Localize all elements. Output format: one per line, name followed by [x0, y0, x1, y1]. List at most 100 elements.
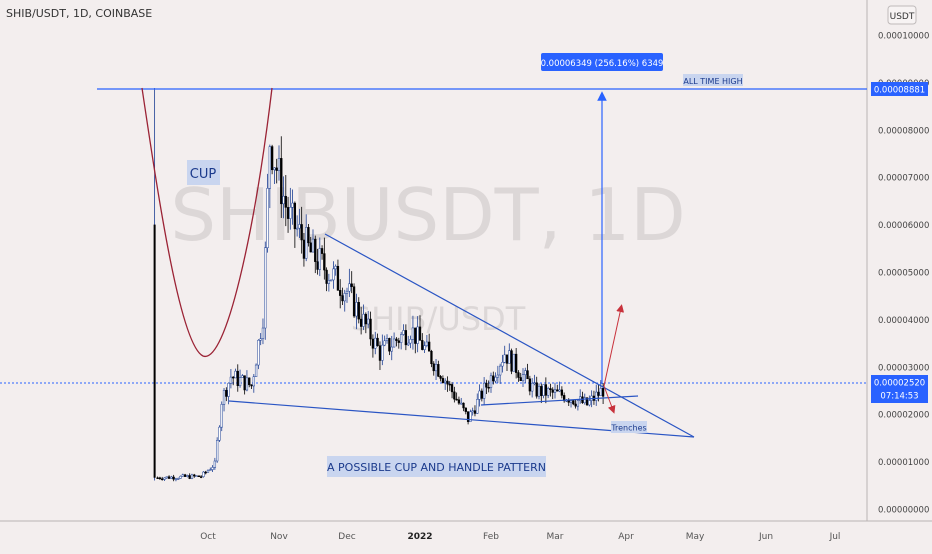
candle: [530, 378, 534, 398]
candle: [521, 368, 525, 387]
candle: [437, 360, 440, 378]
candle: [392, 332, 396, 348]
candle: [501, 354, 504, 373]
candle: [409, 335, 412, 349]
candle: [334, 264, 337, 276]
support-trendline[interactable]: [480, 395, 639, 406]
candle: [526, 363, 529, 380]
candle: [341, 287, 344, 305]
ath-annotation: ALL TIME HIGH: [683, 77, 742, 86]
candle: [229, 369, 233, 389]
candle: [411, 315, 415, 350]
time-tick-label: Oct: [200, 532, 216, 542]
candle: [549, 383, 552, 397]
candle: [325, 267, 328, 292]
candle: [202, 471, 205, 478]
candle: [434, 358, 438, 380]
candle: [385, 334, 389, 344]
price-tick-label: 0.00010000: [878, 32, 929, 42]
candle: [280, 136, 283, 218]
candle: [404, 324, 408, 351]
candle: [503, 345, 506, 364]
price-tick-label: 0.00007000: [878, 174, 929, 184]
candle: [572, 400, 575, 406]
candle: [453, 386, 456, 403]
candle: [492, 371, 495, 385]
candle: [311, 229, 315, 253]
candle: [289, 187, 292, 230]
candle: [496, 365, 500, 383]
descending-trendline[interactable]: [324, 233, 695, 438]
candle: [551, 387, 554, 400]
price-tick-label: 0.00003000: [878, 363, 929, 373]
candle: [339, 279, 342, 309]
measure-label-bg: [541, 53, 663, 71]
candle: [248, 377, 251, 388]
candle: [197, 475, 200, 477]
candle: [414, 327, 417, 354]
candle: [457, 396, 461, 405]
candle: [348, 268, 351, 298]
candle: [466, 411, 470, 425]
candle: [268, 144, 271, 209]
candle: [563, 392, 566, 403]
candle: [430, 349, 433, 368]
ath-price-tag-label: 0.00008881: [874, 86, 925, 96]
candle: [300, 206, 303, 254]
candle: [444, 378, 447, 390]
candle: [243, 375, 246, 395]
candle: [177, 477, 180, 480]
candle: [199, 475, 203, 479]
candle: [376, 333, 379, 347]
candle: [174, 477, 178, 482]
candle: [369, 311, 372, 346]
candle: [295, 215, 299, 237]
candle: [390, 335, 393, 361]
candle: [316, 248, 319, 275]
candle: [498, 363, 502, 384]
candle: [494, 372, 497, 384]
candle: [448, 380, 451, 391]
time-tick-label: Nov: [270, 532, 288, 542]
candle: [211, 465, 214, 472]
candle: [318, 237, 321, 277]
candle: [327, 273, 331, 292]
candle: [402, 324, 405, 336]
currency-button[interactable]: USDT: [887, 5, 917, 25]
candle: [186, 474, 189, 478]
candle: [517, 370, 520, 382]
candle: [455, 392, 458, 401]
price-tick-label: 0.00008000: [878, 126, 929, 136]
candle: [273, 167, 276, 185]
cup-curve[interactable]: [141, 87, 273, 357]
currency-button-label: USDT: [890, 12, 915, 22]
candle: [172, 474, 175, 482]
candle: [266, 173, 269, 253]
candle: [259, 333, 262, 346]
candle: [293, 201, 297, 248]
candle: [378, 341, 382, 371]
candle: [209, 467, 212, 471]
candle: [298, 208, 301, 239]
countdown-label: 07:14:53: [880, 392, 918, 402]
candle: [588, 395, 591, 407]
candle: [374, 331, 377, 355]
candle: [485, 379, 488, 394]
candle: [323, 237, 326, 280]
time-tick-label: Jun: [758, 532, 773, 542]
candle: [190, 473, 194, 480]
candle: [569, 399, 573, 408]
pattern-label-bg: [327, 456, 546, 477]
candle: [282, 176, 285, 219]
retest-arrow[interactable]: [603, 385, 616, 414]
time-tick-label: Dec: [338, 532, 355, 542]
candle: [161, 476, 164, 481]
breakout-arrow[interactable]: [603, 304, 625, 387]
candle: [560, 386, 564, 399]
cup-label-bg: [187, 160, 220, 185]
trenches-label: Trenches: [610, 424, 646, 433]
candle: [270, 144, 274, 175]
watermark-main: SHIBUSDT, 1D: [170, 173, 685, 257]
candle: [423, 341, 426, 353]
